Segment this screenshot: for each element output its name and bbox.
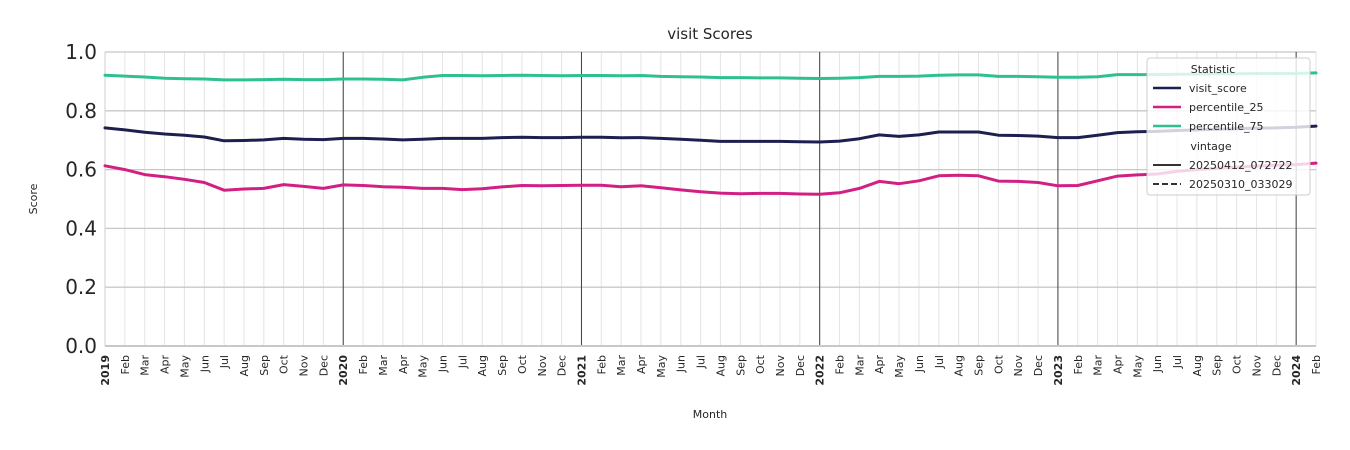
x-tick-label: May: [417, 355, 430, 378]
legend-label-percentile-75: percentile_75: [1189, 120, 1264, 133]
x-tick-label: Dec: [556, 355, 569, 376]
x-tick-label: Apr: [159, 355, 172, 375]
x-tick-label: Jul: [695, 355, 708, 369]
x-tick-label: May: [1131, 355, 1144, 378]
x-tick-label: May: [893, 355, 906, 378]
x-tick-label-year: 2020: [337, 355, 350, 386]
x-tick-label: Oct: [1231, 354, 1244, 374]
x-tick-label: Jul: [933, 355, 946, 369]
x-tick-label: Jun: [1151, 355, 1164, 373]
x-tick-label: Sep: [496, 355, 509, 376]
x-tick-label: Mar: [377, 355, 390, 376]
x-tick-label-year: 2021: [575, 355, 588, 386]
x-tick-label: Dec: [317, 355, 330, 376]
x-tick-label: Aug: [238, 355, 251, 376]
x-tick-label: Nov: [536, 355, 549, 377]
x-tick-label: Sep: [258, 355, 271, 376]
x-axis-label: Month: [693, 408, 728, 421]
series-lines: [103, 71, 1318, 196]
x-tick-label: Jun: [913, 355, 926, 373]
axes: 0.0 0.2 0.4 0.6 0.8 1.0 2019 Feb Mar Apr May Jun Jul…: [65, 40, 1323, 386]
x-tick-label: Apr: [873, 355, 886, 375]
grid: [104, 51, 1317, 347]
x-tick-label: Nov: [1012, 355, 1025, 377]
x-tick-label: Apr: [1111, 355, 1124, 375]
x-tick-label: Mar: [853, 355, 866, 376]
legend-title-statistic: Statistic: [1191, 63, 1236, 76]
x-tick-label: May: [655, 355, 668, 378]
legend-title-vintage: vintage: [1190, 140, 1232, 153]
x-tick-label: Mar: [1092, 355, 1105, 376]
x-tick-label: Jun: [675, 355, 688, 373]
x-tick-label: Aug: [1191, 355, 1204, 376]
y-tick-label: 0.2: [65, 275, 97, 299]
legend-label-vintage-1: 20250412_072722: [1189, 159, 1292, 172]
legend-label-vintage-2: 20250310_033029: [1189, 178, 1292, 191]
x-tick-label: Oct: [516, 354, 529, 374]
x-tick-label: May: [178, 355, 191, 378]
y-tick-label: 0.4: [65, 216, 97, 240]
x-tick-label: Aug: [953, 355, 966, 376]
x-tick-label: Feb: [357, 355, 370, 374]
legend-box: [1146, 57, 1311, 196]
x-tick-label: Apr: [397, 355, 410, 375]
x-tick-label: Mar: [139, 355, 152, 376]
x-tick-label: Jul: [218, 355, 231, 369]
y-tick-label: 0.6: [65, 158, 97, 182]
legend: Statistic visit_score percentile_25 perc…: [1146, 57, 1311, 196]
x-tick-label: Mar: [615, 355, 628, 376]
x-tick-label: Jul: [1171, 355, 1184, 369]
chart-title: visit Scores: [667, 25, 753, 43]
x-tick-label: Sep: [973, 355, 986, 376]
legend-label-percentile-25: percentile_25: [1189, 101, 1264, 114]
x-tick-label: Dec: [1270, 355, 1283, 376]
x-tick-label: Nov: [298, 355, 311, 377]
x-tick-label: Feb: [1072, 355, 1085, 374]
series-line-visit-score: [103, 124, 1318, 144]
x-tick-label: Nov: [774, 355, 787, 377]
x-tick-label: Jul: [456, 355, 469, 369]
y-axis-label: Score: [27, 183, 40, 214]
x-tick-label: Apr: [635, 355, 648, 375]
x-tick-label: Feb: [119, 355, 132, 374]
series-line-percentile-25: [103, 161, 1318, 196]
legend-label-visit-score: visit_score: [1189, 82, 1247, 95]
x-tick-label: Jun: [198, 355, 211, 373]
y-tick-label: 1.0: [65, 40, 97, 64]
x-tick-label: Aug: [714, 355, 727, 376]
x-tick-label: Feb: [1310, 355, 1323, 374]
y-tick-label: 0.0: [65, 334, 97, 358]
x-tick-label: Sep: [1211, 355, 1224, 376]
x-tick-label: Feb: [595, 355, 608, 374]
y-tick-label: 0.8: [65, 99, 97, 123]
x-tick-label-year: 2023: [1052, 355, 1065, 386]
x-tick-label: Oct: [754, 354, 767, 374]
x-tick-label-year: 2019: [99, 355, 112, 386]
x-tick-label: Dec: [794, 355, 807, 376]
x-tick-label: Oct: [992, 354, 1005, 374]
x-tick-label-year: 2024: [1290, 355, 1303, 386]
x-tick-label: Jun: [436, 355, 449, 373]
x-tick-label: Aug: [476, 355, 489, 376]
x-tick-label: Feb: [834, 355, 847, 374]
series-line-percentile-75: [103, 71, 1318, 82]
x-tick-label-year: 2022: [814, 355, 827, 386]
x-tick-label: Oct: [278, 354, 291, 374]
x-tick-label: Nov: [1250, 355, 1263, 377]
x-tick-label: Dec: [1032, 355, 1045, 376]
x-tick-label: Sep: [734, 355, 747, 376]
